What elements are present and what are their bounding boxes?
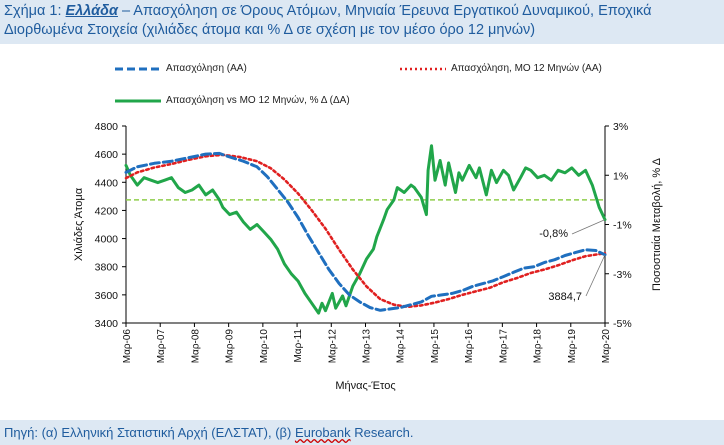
annotation-leader-pct: [571, 219, 606, 235]
x-tick-label: Μαρ-18: [533, 329, 544, 364]
legend-pct-swatch: [115, 99, 161, 102]
x-tick-label: Μαρ-06: [122, 329, 133, 364]
x-tick-label: Μαρ-14: [396, 329, 407, 364]
left-tick-label: 4600: [95, 149, 119, 161]
caption-country: Ελλάδα: [65, 3, 118, 19]
chart-panel: Απασχόληση (ΑΑ) Απασχόληση, ΜΟ 12 Μηνών …: [0, 44, 724, 420]
x-tick-label: Μαρ-15: [430, 329, 441, 364]
right-tick-label: 1%: [613, 170, 628, 182]
source-eurobank: Eurobank: [294, 425, 351, 440]
left-tick-label: 4400: [95, 177, 119, 189]
left-tick-label: 3400: [95, 318, 119, 330]
right-tick-label: -5%: [613, 318, 632, 330]
x-tick-label: Μαρ-19: [567, 329, 578, 364]
x-tick-label: Μαρ-13: [362, 329, 373, 364]
left-tick-label: 3600: [95, 290, 119, 302]
annotation-leader-employment: [585, 254, 606, 297]
legend-pct: Απασχόληση vs ΜΟ 12 Μηνών, % Δ (ΔΑ): [115, 95, 350, 106]
legend-ma12: Απασχόληση, ΜΟ 12 Μηνών (ΑΑ): [400, 63, 602, 74]
right-tick-label: -1%: [613, 220, 632, 232]
legend-employment: Απασχόληση (ΑΑ): [115, 63, 247, 74]
x-tick-label: Μαρ-20: [601, 329, 612, 364]
caption-text: – Απασχόληση σε Όρους Ατόμων, Μηνιαία Έρ…: [4, 3, 652, 38]
series-pct: [124, 144, 607, 315]
source-prefix: Πηγή: (α) Ελληνική Στατιστική Αρχή (ΕΛΣΤ…: [4, 425, 295, 440]
x-tick-label: Μαρ-08: [190, 329, 201, 364]
legend-pct-label: Απασχόληση vs ΜΟ 12 Μηνών, % Δ (ΔΑ): [166, 95, 350, 106]
left-tick-label: 3800: [95, 262, 119, 274]
legend-employment-swatch: [115, 67, 161, 70]
left-tick-label: 4200: [95, 205, 119, 217]
x-tick-label: Μαρ-07: [156, 329, 167, 364]
x-tick-label: Μαρ-16: [464, 329, 475, 364]
x-tick-label: Μαρ-12: [327, 329, 338, 364]
y-axis-left-title: Χιλιάδες Άτομα: [73, 187, 85, 261]
x-axis-title: Μήνας-Έτος: [335, 380, 395, 392]
x-tick-label: Μαρ-17: [498, 329, 509, 364]
series-employment: [124, 151, 607, 312]
annotation-employment: 3884,7: [548, 291, 582, 303]
left-tick-label: 4800: [95, 121, 119, 133]
legend-ma12-label: Απασχόληση, ΜΟ 12 Μηνών (ΑΑ): [451, 63, 602, 74]
x-tick-label: Μαρ-11: [293, 329, 304, 363]
left-tick-label: 4000: [95, 234, 119, 246]
source-note: Πηγή: (α) Ελληνική Στατιστική Αρχή (ΕΛΣΤ…: [4, 425, 413, 441]
x-tick-label: Μαρ-09: [225, 329, 236, 364]
legend-employment-label: Απασχόληση (ΑΑ): [166, 63, 247, 74]
annotation-pct: -0,8%: [539, 228, 568, 240]
caption-prefix: Σχήμα 1:: [4, 3, 66, 19]
line-chart: 4800 4600 4400 4200 4000 3800 3600 3400 3% 1% -1% -…: [73, 121, 663, 392]
source-suffix: Research.: [350, 425, 414, 440]
right-tick-label: -3%: [613, 269, 632, 281]
y-axis-right-title: Ποσοστιαία Μεταβολή, % Δ: [651, 157, 663, 291]
figure-caption: Σχήμα 1: Ελλάδα – Απασχόληση σε Όρους Ατ…: [4, 2, 720, 40]
x-tick-label: Μαρ-10: [259, 329, 270, 364]
series-ma12: [124, 153, 607, 309]
right-tick-label: 3%: [613, 121, 628, 133]
